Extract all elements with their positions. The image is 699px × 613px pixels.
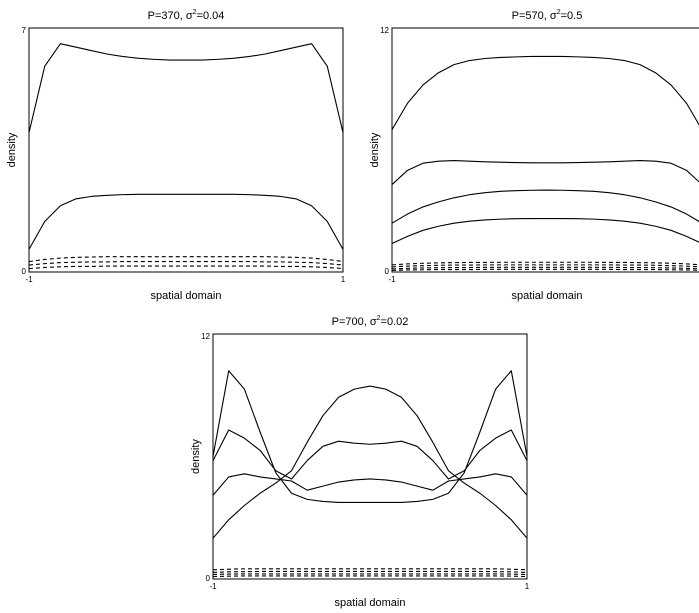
y-tick-label: 0 — [22, 267, 27, 276]
y-tick-label: 12 — [201, 332, 210, 341]
series-line-2 — [28, 193, 344, 250]
series-line-1 — [212, 370, 528, 503]
title-superscript: 2 — [557, 9, 561, 16]
series-line-4 — [28, 260, 344, 266]
title-sigma: σ — [186, 10, 193, 22]
chart-title: P=700, σ2=0.02 — [332, 315, 409, 328]
y-tick-label: 7 — [22, 26, 27, 35]
x-axis-label: spatial domain — [512, 290, 583, 302]
series-line-5 — [391, 261, 699, 266]
series-line-4 — [391, 217, 699, 245]
series-line-6 — [391, 264, 699, 268]
y-tick-label: 12 — [380, 26, 389, 35]
chart-title: P=370, σ2=0.04 — [148, 9, 225, 22]
x-tick-label: -1 — [25, 275, 33, 284]
title-suffix: =0.04 — [197, 10, 225, 22]
title-superscript: 2 — [377, 315, 381, 322]
x-axis-label: spatial domain — [335, 597, 406, 609]
chart-panel-2: 0 12 -1 spatial domain density P=570, σ2=0.5 — [369, 9, 699, 302]
x-tick-label: 1 — [525, 582, 530, 591]
y-tick-label: 0 — [206, 574, 211, 583]
series-line-7 — [391, 266, 699, 270]
x-tick-label: -1 — [388, 275, 396, 284]
y-axis-label: density — [369, 132, 381, 167]
series-line-2 — [212, 429, 528, 480]
title-sigma: σ — [550, 10, 557, 22]
plot-frame — [28, 27, 344, 273]
plot-frame — [391, 27, 699, 273]
series-line-1 — [391, 55, 699, 130]
chart-panel-1: 0 7 -1 1 spatial domain density P=370, σ2=0.04 — [6, 9, 346, 302]
series-line-3 — [28, 256, 344, 263]
series-line-5 — [28, 265, 344, 270]
series-line-3 — [391, 189, 699, 224]
x-tick-label: 1 — [341, 275, 346, 284]
title-suffix: =0.5 — [561, 10, 583, 22]
title-suffix: =0.02 — [381, 316, 409, 328]
series-line-5 — [212, 568, 528, 571]
x-axis-label: spatial domain — [151, 290, 222, 302]
y-tick-label: 0 — [385, 267, 390, 276]
title-prefix: P=370, — [148, 10, 186, 22]
series-line-3 — [212, 473, 528, 496]
series-line-6 — [212, 570, 528, 574]
series-line-7 — [212, 573, 528, 576]
series-line-8 — [391, 268, 699, 271]
y-axis-label: density — [190, 439, 202, 474]
chart-title: P=570, σ2=0.5 — [512, 9, 583, 22]
chart-panel-3: 0 12 -1 1 spatial domain density P=700, σ2=0.0… — [190, 315, 530, 609]
title-prefix: P=700, — [332, 316, 370, 328]
title-superscript: 2 — [193, 9, 197, 16]
series-line-2 — [391, 160, 699, 185]
series-line-1 — [28, 43, 344, 133]
title-prefix: P=570, — [512, 10, 550, 22]
title-sigma: σ — [370, 316, 377, 328]
series-line-8 — [212, 575, 528, 578]
y-axis-label: density — [6, 132, 18, 167]
x-tick-label: -1 — [209, 582, 217, 591]
series-line-4 — [212, 385, 528, 539]
plot-frame — [212, 333, 528, 580]
